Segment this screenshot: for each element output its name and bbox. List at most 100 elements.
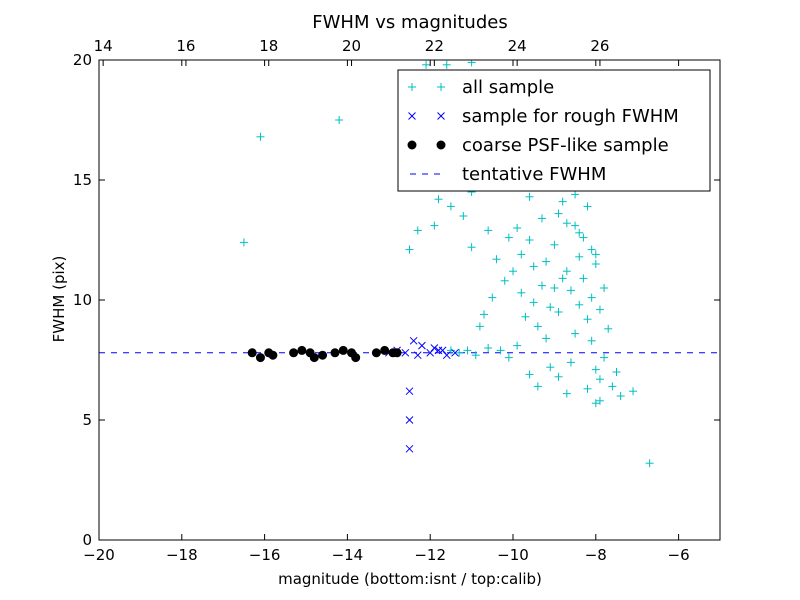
all-sample-point-63 [595, 375, 604, 384]
sample-for-rough-fwhm-point-10 [401, 348, 410, 357]
x-tick-label: −8 [585, 546, 607, 564]
legend-key-all-sample [408, 83, 416, 91]
top-x-tick-label: 14 [94, 37, 113, 55]
all-sample-point-88 [537, 214, 546, 223]
legend-label-sample-for-rough-fwhm: sample for rough FWHM [462, 106, 679, 127]
sample-for-rough-fwhm-point-8 [451, 348, 459, 357]
all-sample-point-36 [583, 202, 592, 211]
all-sample-point-42 [521, 312, 530, 321]
all-sample-point-57 [571, 329, 580, 338]
top-x-tick-label: 26 [590, 37, 609, 55]
all-sample-point-70 [583, 384, 592, 393]
plot-area [99, 60, 720, 468]
all-sample-point-93 [484, 226, 493, 235]
y-tick-label: 20 [73, 51, 92, 69]
top-x-tick-label: 22 [425, 37, 444, 55]
all-sample-point-20 [480, 310, 489, 319]
top-x-tick-label: 20 [342, 37, 361, 55]
all-sample-point-43 [513, 341, 522, 350]
y-tick-label: 5 [82, 411, 92, 429]
legend-key-sample-for-rough-fwhm [408, 112, 416, 120]
all-sample-point-78 [579, 233, 588, 242]
legend-key-coarse-psf-like-sample [436, 140, 446, 150]
y-tick-label: 0 [82, 531, 92, 549]
all-sample-point-4 [413, 226, 422, 235]
sample-for-rough-fwhm-point-4 [418, 341, 426, 350]
top-x-tick-label: 16 [176, 37, 195, 55]
y-tick-label: 15 [73, 171, 92, 189]
legend-key-all-sample [437, 83, 445, 91]
all-sample-point-22 [500, 276, 509, 285]
coarse-psf-like-sample-point-7 [309, 353, 319, 363]
all-sample-point-59 [579, 274, 588, 283]
all-sample-point-72 [558, 274, 567, 283]
chart-title: FWHM vs magnitudes [312, 12, 507, 33]
x-tick-label: −12 [414, 546, 446, 564]
all-sample-point-23 [509, 267, 517, 276]
all-sample-point-25 [525, 236, 534, 244]
x-tick-label: −10 [497, 546, 529, 564]
coarse-psf-like-sample-point-10 [338, 345, 348, 355]
all-sample-point-80 [562, 267, 571, 276]
all-sample-point-45 [484, 344, 493, 352]
y-axis-label: FWHM (pix) [50, 256, 68, 343]
legend-key-coarse-psf-like-sample [407, 140, 417, 150]
legend-label-tentative-fwhm: tentative FWHM [462, 164, 606, 185]
all-sample-point-48 [446, 346, 455, 355]
coarse-psf-like-sample-point-1 [255, 353, 265, 363]
all-sample-point-73 [550, 240, 559, 249]
all-sample-point-67 [612, 368, 621, 376]
all-sample-point-81 [554, 308, 563, 316]
top-x-tick-label: 18 [259, 37, 278, 55]
all-sample-point-7 [446, 202, 455, 211]
all-sample-point-65 [604, 324, 613, 333]
legend-box [397, 69, 711, 192]
all-sample-point-40 [542, 334, 551, 343]
all-sample-point-9 [459, 212, 468, 220]
all-sample-point-89 [525, 192, 534, 201]
sample-for-rough-fwhm-point-0 [405, 387, 414, 396]
all-sample-point-75 [529, 298, 538, 307]
x-tick-label: −18 [166, 546, 198, 564]
all-sample-point-61 [587, 336, 596, 345]
all-sample-point-2 [335, 116, 344, 124]
all-sample-point-31 [562, 219, 571, 228]
all-sample-point-55 [562, 389, 571, 398]
all-sample-point-38 [591, 260, 600, 268]
all-sample-point-13 [442, 60, 451, 69]
all-sample-point-33 [571, 190, 580, 199]
all-sample-point-18 [616, 392, 625, 400]
legend: all sample sample for rough FWHM coarse PS… [397, 69, 711, 192]
all-sample-point-54 [554, 372, 563, 381]
all-sample-point-69 [591, 399, 600, 408]
x-axis-label: magnitude (bottom:isnt / top:calib) [278, 570, 542, 588]
sample-for-rough-fwhm-point-13 [413, 351, 422, 360]
all-sample-point-56 [566, 358, 575, 367]
all-sample-point-53 [546, 363, 555, 372]
coarse-psf-like-sample-point-8 [318, 350, 328, 360]
axes: −20 −18 −16 −14 −12 −10 −8 −6 14 16 18 20 22 24 26 0 5 10… [73, 37, 721, 564]
coarse-psf-like-sample-point-9 [330, 348, 340, 358]
x-tick-label: −16 [249, 546, 281, 564]
all-sample-point-10 [467, 243, 476, 252]
coarse-psf-like-sample-point-13 [371, 348, 381, 358]
all-sample-point-64 [600, 353, 609, 362]
all-sample-point-47 [455, 348, 464, 357]
all-sample-point-1 [256, 132, 265, 141]
all-sample-point-79 [571, 221, 580, 230]
all-sample-point-71 [566, 286, 575, 295]
sample-for-rough-fwhm-point-14 [438, 346, 447, 355]
coarse-psf-like-sample-point-5 [297, 345, 307, 355]
data-marks [99, 60, 720, 468]
all-sample-point-16 [645, 459, 654, 468]
sample-for-rough-fwhm-point-2 [405, 444, 414, 453]
all-sample-point-26 [529, 262, 538, 271]
coarse-psf-like-sample-point-16 [392, 348, 402, 358]
all-sample-point-84 [600, 284, 609, 292]
y-tick-label: 10 [73, 291, 92, 309]
all-sample-point-66 [608, 382, 617, 391]
top-x-tick-label: 24 [508, 37, 527, 55]
all-sample-point-52 [533, 382, 542, 391]
x-tick-label: −20 [83, 546, 115, 564]
